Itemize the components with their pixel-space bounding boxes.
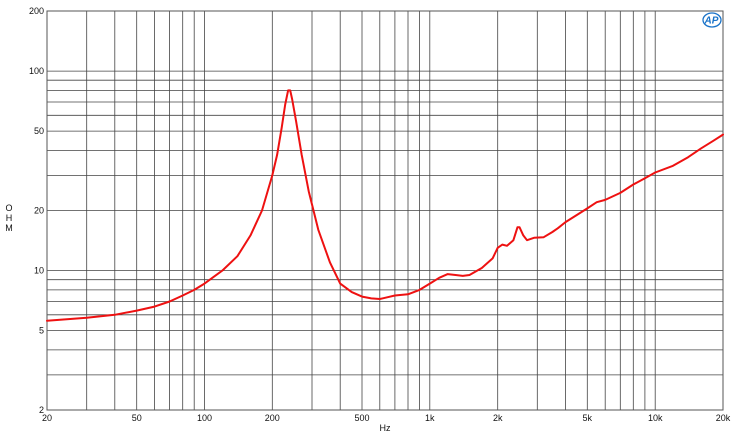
y-axis-label-letter: O — [5, 203, 12, 213]
y-tick-label: 5 — [39, 326, 44, 336]
y-tick-label: 2 — [39, 405, 44, 415]
x-tick-label: 10k — [648, 413, 663, 423]
y-tick-label: 200 — [29, 6, 44, 16]
x-tick-label: 50 — [132, 413, 142, 423]
y-tick-labels: 2 5 10 20 50 100 200 — [29, 6, 44, 415]
svg-text:AP: AP — [704, 16, 719, 27]
x-tick-label: 200 — [265, 413, 280, 423]
ap-logo-icon: AP — [702, 12, 722, 28]
x-tick-label: 5k — [583, 413, 593, 423]
x-tick-labels: 20 50 100 200 500 1k 2k 5k 10k 20k — [42, 413, 731, 423]
impedance-curve — [46, 89, 724, 322]
x-tick-label: 20k — [716, 413, 731, 423]
series-layer — [46, 89, 724, 322]
x-tick-label: 500 — [354, 413, 369, 423]
grid-lines — [46, 10, 724, 411]
x-tick-label: 100 — [197, 413, 212, 423]
x-tick-label: 1k — [425, 413, 435, 423]
y-tick-label: 10 — [34, 266, 44, 276]
plot-frame — [46, 10, 724, 411]
x-tick-label: 2k — [493, 413, 503, 423]
y-axis-label-letter: M — [5, 223, 13, 233]
y-axis-label-letter: H — [6, 213, 13, 223]
x-tick-label: 20 — [42, 413, 52, 423]
y-tick-label: 20 — [34, 206, 44, 216]
y-tick-label: 50 — [34, 126, 44, 136]
x-axis-label: Hz — [380, 423, 391, 433]
y-tick-label: 100 — [29, 66, 44, 76]
